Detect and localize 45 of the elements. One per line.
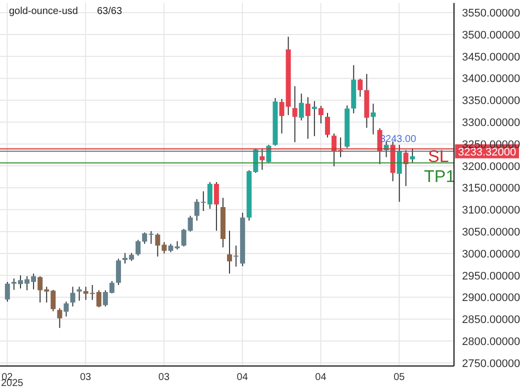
candlestick (292, 86, 298, 143)
candlestick (76, 286, 82, 302)
y-tick-label: 3000.00000 (462, 248, 520, 260)
y-tick-label: 2850.00000 (462, 314, 520, 326)
y-tick-label: 3550.00000 (462, 8, 520, 20)
candlestick (227, 230, 232, 274)
y-tick-label: 3500.00000 (462, 29, 520, 42)
candlestick (207, 182, 212, 210)
y-tick-label: 3150.00000 (462, 182, 520, 195)
ref-line-label: TP1 (424, 166, 456, 186)
candlestick (64, 301, 69, 318)
y-tick-label: 2800.00000 (462, 336, 520, 348)
candlestick (370, 103, 376, 135)
y-tick-label: 3200.00000 (462, 160, 520, 173)
x-tick-label: 04 (315, 372, 327, 384)
x-tick-label: 03 (158, 372, 170, 384)
candlestick (396, 144, 402, 202)
chart-title: gold-ounce-usd (9, 6, 78, 17)
candlestick (116, 258, 121, 286)
candlestick (4, 281, 10, 302)
candlestick (358, 78, 363, 98)
candlestick (312, 100, 317, 137)
y-tick-label: 3450.00000 (462, 51, 520, 64)
y-tick-label: 3100.00000 (462, 204, 520, 217)
candlestick (305, 96, 310, 140)
y-tick-label: 2750.00000 (462, 358, 520, 370)
y-tick-label: 2900.00000 (462, 292, 520, 304)
y-tick-label: 3400.00000 (462, 73, 520, 86)
candlestick (318, 105, 324, 124)
x-tick-label: 04 (236, 372, 248, 384)
text: 2025 (1, 378, 24, 389)
candlestick (266, 144, 272, 164)
candlestick (57, 308, 62, 328)
x-tick-label: 03 (80, 372, 92, 384)
candlestick (214, 182, 219, 232)
y-tick-label: 3050.00000 (462, 226, 520, 238)
candlestick (325, 112, 330, 138)
y-tick-label: 3300.00000 (462, 117, 520, 130)
y-tick-label: 3350.00000 (462, 95, 520, 108)
candlestick (410, 148, 415, 163)
y-tick-label: 2950.00000 (462, 270, 520, 282)
candlestick (298, 93, 304, 121)
x-tick-label: 05 (394, 372, 406, 384)
candlestick (70, 286, 76, 307)
chart-subtitle: 63/63 (97, 6, 122, 17)
